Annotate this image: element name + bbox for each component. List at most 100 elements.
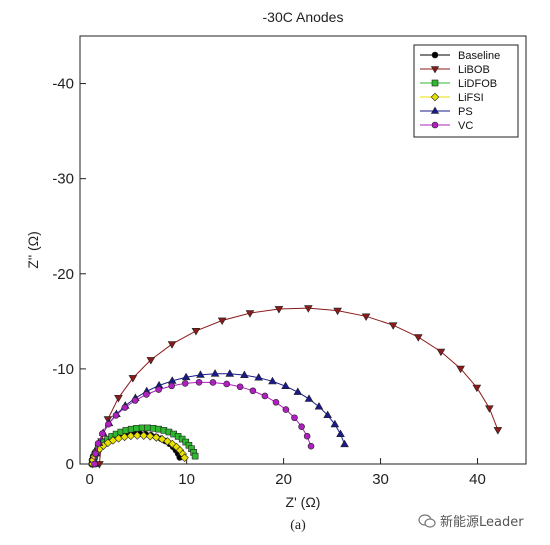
data-point [430, 66, 440, 74]
data-point [304, 394, 314, 402]
data-point [340, 439, 349, 448]
x-tick-label: 0 [86, 471, 94, 488]
data-point [209, 379, 217, 386]
data-point [128, 375, 138, 383]
data-point [388, 322, 398, 330]
x-tick-label: 40 [469, 471, 486, 488]
data-point [94, 440, 102, 447]
data-point [304, 305, 313, 313]
data-point [236, 383, 244, 391]
legend-box [413, 44, 519, 138]
data-point [149, 425, 157, 432]
data-point [181, 372, 191, 381]
data-point [431, 121, 439, 129]
data-point [146, 357, 156, 365]
data-point [210, 369, 220, 377]
x-tick-label: 30 [372, 471, 389, 488]
data-point [139, 431, 148, 440]
data-point [121, 404, 129, 411]
data-point [180, 453, 189, 462]
data-point [303, 432, 311, 440]
data-point [191, 452, 199, 460]
legend-label: LiFSI [458, 92, 484, 104]
data-point [261, 392, 269, 400]
data-point [112, 412, 120, 419]
axis-ticks: 0 10 20 30 40 0 -10 -20 -30 -40 [52, 76, 486, 488]
data-point [225, 369, 235, 377]
plot-frame [79, 35, 527, 465]
data-point [298, 423, 305, 430]
series-layer [88, 305, 503, 469]
data-point [436, 348, 446, 357]
y-tick-label: -40 [52, 76, 74, 93]
data-point [196, 370, 205, 378]
data-point [167, 341, 177, 349]
x-axis-title: Z' (Ω) [286, 494, 321, 510]
data-point [361, 313, 371, 321]
data-point [281, 381, 290, 390]
data-point [99, 430, 106, 437]
data-point [456, 365, 465, 374]
data-point [431, 51, 439, 59]
data-point [152, 433, 161, 442]
data-point [330, 419, 340, 428]
data-point [291, 414, 298, 422]
data-point [254, 373, 264, 381]
legend: Baseline LiBOB LiDFOB LiFSI PS VC [413, 44, 519, 138]
series-line [94, 381, 312, 465]
series-line [95, 373, 346, 465]
data-point [92, 450, 99, 457]
data-point [307, 442, 315, 450]
data-point [138, 424, 146, 432]
data-point [145, 432, 155, 441]
data-point [126, 431, 136, 441]
chart-title: -30C Anodes [263, 9, 344, 25]
data-point [323, 410, 332, 419]
legend-label: VC [458, 120, 473, 132]
watermark: 新能源Leader [418, 511, 524, 530]
data-point [131, 397, 139, 404]
data-point [472, 384, 482, 393]
data-point [163, 437, 172, 446]
data-point [272, 398, 280, 406]
data-point [133, 431, 142, 440]
series-vc [91, 378, 315, 468]
data-point [274, 306, 284, 314]
data-point [155, 386, 162, 393]
data-point [493, 427, 503, 435]
data-point [430, 106, 440, 114]
x-tick-label: 10 [178, 471, 195, 488]
watermark-text: 新能源Leader [440, 515, 524, 530]
data-point [181, 380, 189, 387]
data-point [127, 425, 135, 433]
data-point [144, 424, 151, 432]
data-point [133, 425, 140, 432]
legend-label: Baseline [458, 50, 500, 62]
legend-label: LiDFOB [458, 78, 497, 90]
legend-label: LiBOB [458, 64, 490, 76]
data-point [282, 406, 290, 413]
wechat-icon [418, 513, 436, 528]
y-tick-label: 0 [66, 456, 74, 473]
y-tick-label: -20 [52, 266, 74, 283]
data-point [245, 310, 255, 318]
data-point [430, 92, 440, 102]
data-point [249, 387, 257, 395]
series-ps [91, 369, 349, 467]
legend-label: PS [458, 106, 473, 118]
y-axis-title: Z'' (Ω) [25, 231, 41, 269]
data-point [240, 370, 249, 379]
data-point [191, 328, 201, 336]
data-point [195, 378, 203, 386]
data-point [485, 405, 494, 413]
data-point [268, 376, 277, 385]
y-tick-label: -30 [52, 171, 74, 188]
data-point [223, 380, 230, 388]
x-tick-label: 20 [275, 471, 292, 488]
data-point [168, 382, 175, 390]
data-point [333, 307, 342, 316]
data-point [157, 434, 167, 444]
data-point [91, 460, 98, 468]
data-point [431, 79, 439, 87]
